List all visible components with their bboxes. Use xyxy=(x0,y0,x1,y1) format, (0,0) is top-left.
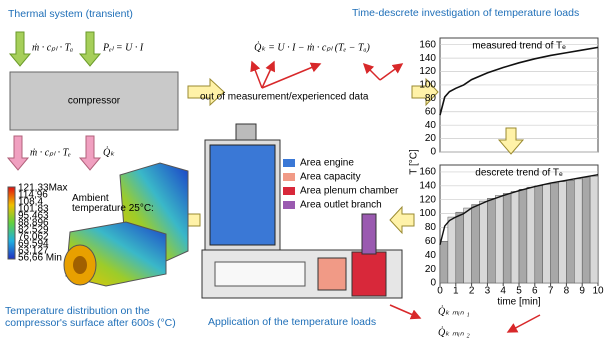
colorbar xyxy=(8,187,15,259)
y-tick-label: 60 xyxy=(425,236,437,247)
legend-swatch xyxy=(283,201,295,209)
caption: compressor's surface after 600s (°C) xyxy=(5,317,176,329)
arrow xyxy=(390,207,414,233)
legend-label: Area capacity xyxy=(300,172,361,183)
bar xyxy=(590,176,598,283)
x-tick-label: 8 xyxy=(564,286,570,297)
arrow xyxy=(80,32,100,66)
y-tick-label: 80 xyxy=(425,93,437,104)
bar xyxy=(472,205,480,283)
y-tick-label: 160 xyxy=(419,167,436,178)
bar xyxy=(574,179,582,283)
box-label: compressor xyxy=(68,96,121,107)
title: Thermal system (transient) xyxy=(8,8,133,20)
bar xyxy=(551,183,559,283)
bar xyxy=(456,212,464,283)
y-tick-label: 20 xyxy=(425,133,437,144)
y-tick-label: 140 xyxy=(419,53,436,64)
y-tick-label: 100 xyxy=(419,80,436,91)
legend-label: Area plenum chamber xyxy=(300,186,399,197)
bar xyxy=(559,182,567,283)
x-tick-label: 5 xyxy=(516,286,522,297)
load-label: Q̇ₖ ₘᵢₙ ₁ xyxy=(438,306,470,318)
bar xyxy=(440,241,448,283)
scale-label: 56,66 Min xyxy=(18,253,62,264)
chart-title: measured trend of Tₑ xyxy=(472,41,566,52)
y-tick-label: 40 xyxy=(425,250,437,261)
y-tick-label: 140 xyxy=(419,180,436,191)
bar xyxy=(543,184,551,283)
x-tick-label: 0 xyxy=(437,286,443,297)
pointer-arrows xyxy=(252,62,402,88)
input: Pₑₗ = U · I xyxy=(102,42,144,53)
bar xyxy=(487,198,495,283)
bar xyxy=(448,217,456,283)
bar xyxy=(464,208,472,283)
bar xyxy=(480,201,488,283)
legend-swatch xyxy=(283,173,295,181)
x-tick-label: 9 xyxy=(579,286,585,297)
bar xyxy=(535,186,543,283)
output: Q̇ₖ xyxy=(103,147,115,159)
y-tick-label: 60 xyxy=(425,106,437,117)
arrow xyxy=(80,136,100,170)
arrow xyxy=(10,32,30,66)
y-tick-label: 100 xyxy=(419,208,436,219)
legend: Area engine Area capacity Area plenum cham… xyxy=(283,158,399,211)
figure: Thermal system (transient) ṁ · cₚₗ · Tₐ … xyxy=(0,0,608,338)
legend-label: Area engine xyxy=(300,158,354,169)
bar xyxy=(566,180,574,283)
note: out of measurement/experienced data xyxy=(200,92,369,103)
arrow xyxy=(8,136,28,170)
y-tick-label: 0 xyxy=(430,278,436,289)
x-tick-label: 3 xyxy=(485,286,491,297)
legend-swatch xyxy=(283,187,295,195)
x-tick-label: 6 xyxy=(532,286,538,297)
y-tick-label: 80 xyxy=(425,222,437,233)
x-axis-label: time [min] xyxy=(497,297,541,308)
y-tick-label: 120 xyxy=(419,194,436,205)
bar xyxy=(527,187,535,283)
x-tick-label: 4 xyxy=(500,286,506,297)
bar xyxy=(519,189,527,283)
cross-section xyxy=(202,124,402,298)
pointer-arrow xyxy=(508,315,540,332)
output: ṁ · cₚₗ · Tₑ xyxy=(30,147,71,158)
pointer-arrow xyxy=(390,305,420,318)
x-tick-label: 10 xyxy=(592,286,604,297)
title: Time-descrete investigation of temperatu… xyxy=(352,7,579,19)
y-tick-label: 20 xyxy=(425,264,437,275)
bar xyxy=(495,196,503,283)
formula: Q̇ₖ = U · I − ṁ · cₚₗ (Tₑ − Tₐ) xyxy=(254,42,370,54)
fem-model xyxy=(64,163,188,286)
bar xyxy=(582,177,590,283)
bar xyxy=(503,193,511,283)
legend-swatch xyxy=(283,159,295,167)
color-scale: 121,33Max114,96108,4101,8395,46388,89682… xyxy=(18,183,67,264)
plot-area xyxy=(440,38,598,152)
load-label: Q̇ₖ ₘᵢₙ ₂ xyxy=(438,327,470,338)
x-tick-label: 2 xyxy=(469,286,475,297)
y-axis-label: T [°C] xyxy=(409,149,420,175)
y-tick-label: 0 xyxy=(430,147,436,158)
caption: Temperature distribution on the xyxy=(5,305,150,317)
y-tick-label: 160 xyxy=(419,39,436,50)
bar xyxy=(511,191,519,283)
input: ṁ · cₚₗ · Tₐ xyxy=(32,42,73,53)
y-tick-label: 40 xyxy=(425,120,437,131)
chart-title: descrete trend of Tₑ xyxy=(475,168,563,179)
legend-label: Area outlet branch xyxy=(300,200,382,211)
x-tick-label: 7 xyxy=(548,286,554,297)
x-tick-label: 1 xyxy=(453,286,459,297)
y-tick-label: 120 xyxy=(419,66,436,77)
caption: Application of the temperature loads xyxy=(208,316,376,328)
